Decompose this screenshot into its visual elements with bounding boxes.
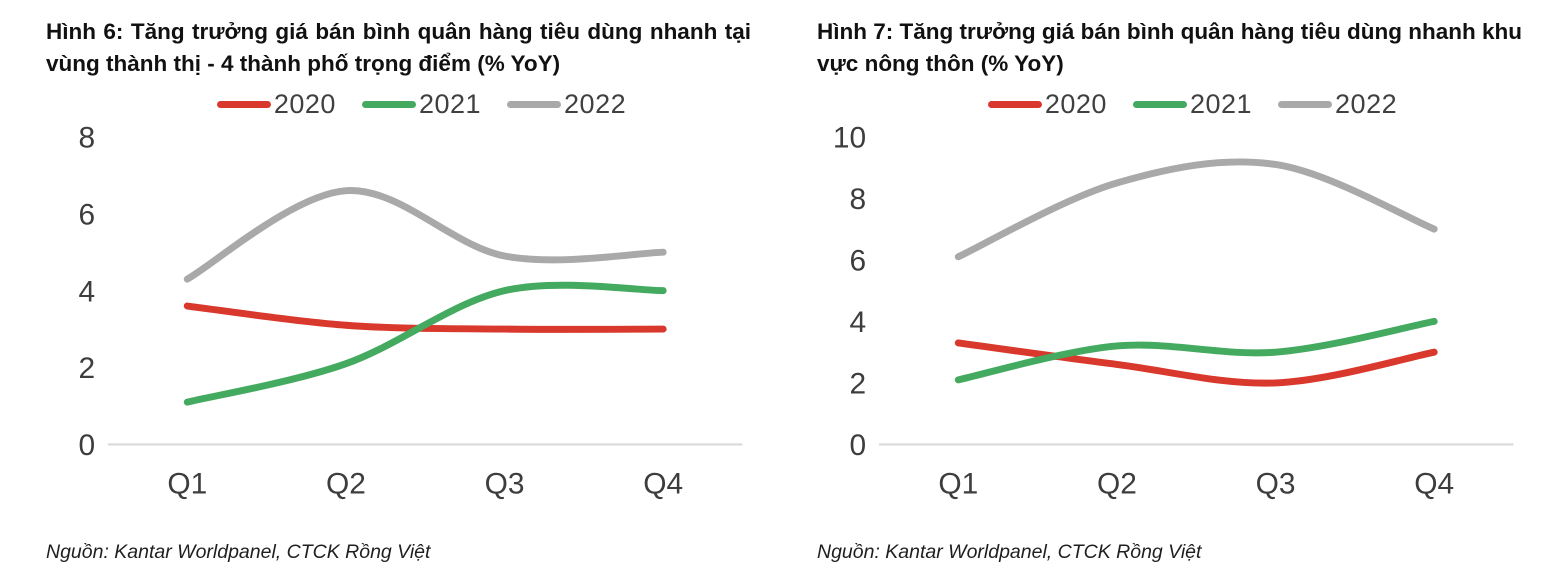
x-tick-label: Q2: [326, 467, 366, 500]
legend-line-swatch: [1278, 101, 1333, 109]
chart-title-rural: Hình 7: Tăng trưởng giá bán bình quân hà…: [817, 19, 1522, 76]
legend-line-swatch: [987, 101, 1042, 109]
series-line-2021: [183, 281, 667, 406]
x-tick-label: Q1: [938, 467, 978, 500]
legend-label: 2021: [418, 89, 482, 120]
legend-rural: 2020 2021 2022: [863, 88, 1522, 122]
legend-label: 2022: [1335, 89, 1398, 120]
y-tick-label: 10: [833, 124, 866, 154]
x-tick-label: Q1: [167, 467, 207, 500]
series-line-2020: [954, 339, 1438, 387]
legend-label: 2020: [273, 89, 336, 120]
y-tick-label: 2: [79, 352, 96, 385]
y-tick-label: 8: [79, 124, 96, 154]
y-tick-label: 4: [850, 306, 867, 339]
y-tick-label: 0: [79, 429, 96, 462]
legend-item-2020: 2020: [216, 89, 336, 120]
x-tick-label: Q4: [1414, 467, 1454, 500]
legend-label: 2021: [1189, 89, 1253, 120]
y-tick-label: 4: [79, 275, 96, 308]
y-tick-label: 0: [850, 429, 867, 462]
chart-title-urban: Hình 6: Tăng trưởng giá bán bình quân hà…: [46, 19, 751, 76]
legend-line-swatch: [216, 101, 271, 109]
legend-urban: 2020 2021 2022: [92, 88, 751, 122]
source-note-rural: Nguồn: Kantar Worldpanel, CTCK Rồng Việt: [817, 541, 1202, 563]
legend-item-2022: 2022: [507, 89, 626, 120]
source-note-urban: Nguồn: Kantar Worldpanel, CTCK Rồng Việt: [46, 541, 431, 563]
x-tick-label: Q3: [485, 467, 525, 500]
x-tick-label: Q3: [1256, 467, 1296, 500]
chart-panel-urban: Hình 6: Tăng trưởng giá bán bình quân hà…: [46, 16, 751, 564]
y-tick-label: 6: [850, 244, 867, 277]
x-tick-label: Q2: [1097, 467, 1137, 500]
legend-label: 2020: [1044, 89, 1107, 120]
legend-item-2020: 2020: [987, 89, 1107, 120]
y-tick-label: 8: [850, 183, 867, 216]
y-tick-label: 2: [850, 367, 867, 400]
legend-label: 2022: [564, 89, 627, 120]
legend-item-2021: 2021: [1132, 89, 1253, 120]
line-chart-urban: 0 2 4 6 8 Q1 Q2 Q3 Q4: [79, 124, 743, 500]
y-tick-label: 6: [79, 198, 96, 231]
chart-panel-rural: Hình 7: Tăng trưởng giá bán bình quân hà…: [817, 16, 1522, 564]
legend-item-2022: 2022: [1278, 89, 1397, 120]
series-line-2022: [183, 187, 667, 283]
legend-line-swatch: [1132, 101, 1187, 109]
series-line-2021: [954, 317, 1438, 384]
line-chart-rural: 0 2 4 6 8 10 Q1 Q2 Q3 Q4: [833, 124, 1514, 500]
legend-item-2021: 2021: [361, 89, 482, 120]
legend-line-swatch: [361, 101, 416, 109]
legend-line-swatch: [507, 101, 562, 109]
series-line-2022: [954, 158, 1438, 261]
x-tick-label: Q4: [643, 467, 683, 500]
